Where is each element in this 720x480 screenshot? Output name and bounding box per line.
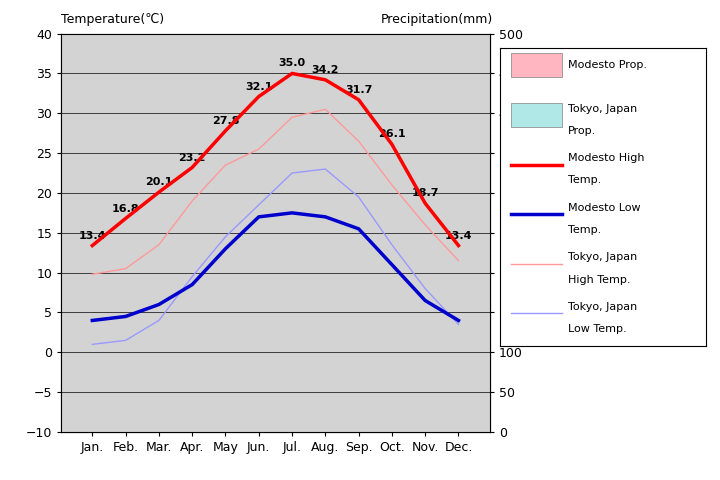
Text: 35.0: 35.0 bbox=[279, 59, 305, 69]
Text: Precipitation(mm): Precipitation(mm) bbox=[381, 13, 493, 26]
Bar bbox=[192, 328, 204, 432]
Bar bbox=[247, 430, 258, 432]
Bar bbox=[159, 340, 171, 432]
Text: 18.7: 18.7 bbox=[411, 188, 439, 198]
Text: Low Temp.: Low Temp. bbox=[568, 324, 626, 334]
Text: Temp.: Temp. bbox=[568, 225, 601, 235]
Bar bbox=[225, 314, 237, 432]
Bar bbox=[292, 309, 304, 432]
Bar bbox=[114, 372, 125, 432]
Bar bbox=[314, 430, 325, 432]
Bar bbox=[380, 414, 392, 432]
Text: Tokyo, Japan: Tokyo, Japan bbox=[568, 302, 637, 312]
Text: Temperature(℃): Temperature(℃) bbox=[61, 13, 164, 26]
Bar bbox=[214, 422, 225, 432]
Text: 34.2: 34.2 bbox=[312, 65, 339, 75]
Bar bbox=[125, 388, 138, 432]
Text: Modesto Low: Modesto Low bbox=[568, 203, 641, 213]
Text: 23.2: 23.2 bbox=[179, 153, 206, 163]
Text: Tokyo, Japan: Tokyo, Japan bbox=[568, 104, 637, 114]
Bar bbox=[413, 400, 426, 432]
Bar bbox=[148, 383, 159, 432]
Bar bbox=[510, 103, 562, 127]
Text: 20.1: 20.1 bbox=[145, 177, 173, 187]
Bar bbox=[81, 372, 92, 432]
Bar bbox=[426, 358, 437, 432]
Bar bbox=[280, 431, 292, 432]
Text: 31.7: 31.7 bbox=[345, 85, 372, 95]
Text: 13.4: 13.4 bbox=[78, 230, 106, 240]
Text: Temp.: Temp. bbox=[568, 176, 601, 185]
Bar bbox=[359, 264, 370, 432]
Text: 27.8: 27.8 bbox=[212, 116, 239, 126]
Text: High Temp.: High Temp. bbox=[568, 275, 631, 285]
Bar bbox=[325, 300, 337, 432]
Bar bbox=[258, 290, 271, 432]
Text: Modesto High: Modesto High bbox=[568, 153, 644, 163]
Text: Tokyo, Japan: Tokyo, Japan bbox=[568, 252, 637, 263]
Text: 16.8: 16.8 bbox=[112, 204, 140, 214]
Text: 13.4: 13.4 bbox=[445, 230, 472, 240]
Bar bbox=[447, 378, 459, 432]
Bar bbox=[347, 424, 359, 432]
Bar bbox=[92, 392, 104, 432]
Text: Modesto Prop.: Modesto Prop. bbox=[568, 60, 647, 71]
Text: 32.1: 32.1 bbox=[245, 82, 272, 92]
Text: Prop.: Prop. bbox=[568, 126, 596, 136]
Bar bbox=[510, 53, 562, 77]
Text: 26.1: 26.1 bbox=[378, 130, 405, 139]
Bar bbox=[459, 392, 470, 432]
Bar bbox=[181, 402, 192, 432]
Bar bbox=[392, 274, 403, 432]
